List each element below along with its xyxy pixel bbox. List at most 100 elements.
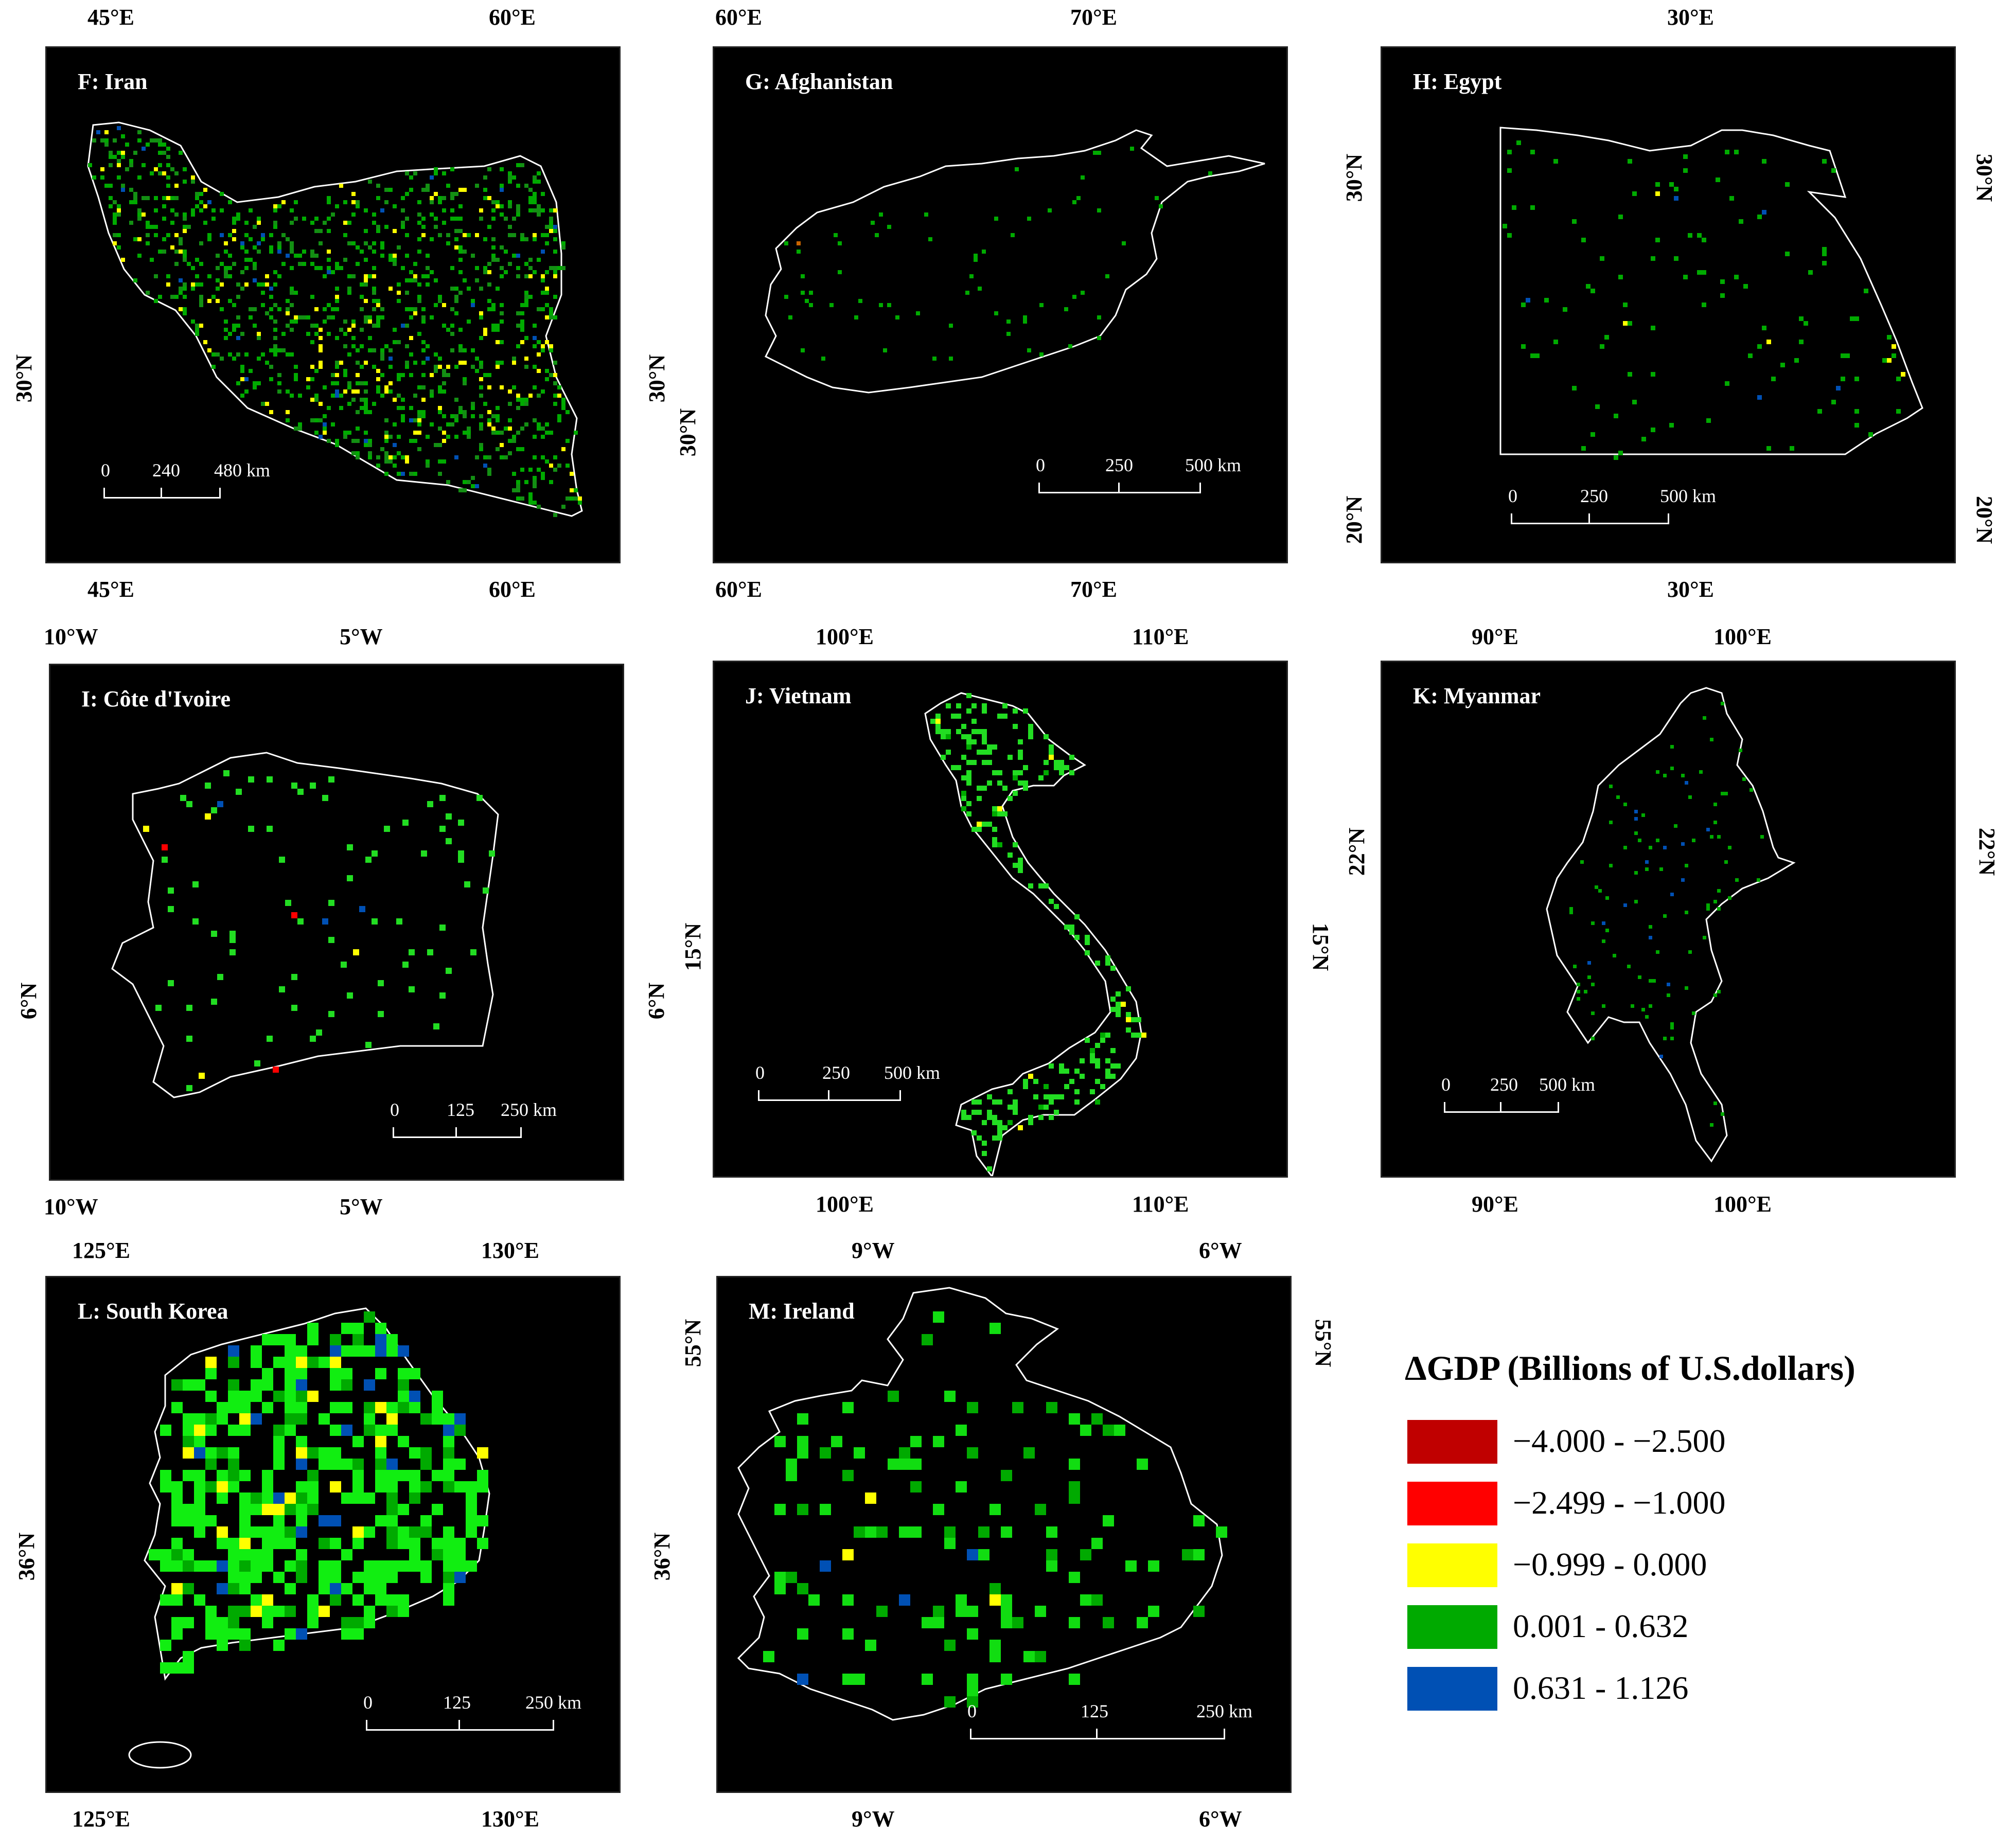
raster-cell — [398, 1606, 409, 1617]
raster-cell — [524, 398, 528, 402]
raster-cell — [1110, 1074, 1116, 1079]
raster-cell — [217, 1628, 228, 1640]
raster-cell — [520, 233, 524, 237]
raster-cell — [291, 912, 297, 918]
raster-cell — [183, 1583, 194, 1594]
raster-cell — [285, 1345, 296, 1357]
raster-cell — [1799, 340, 1804, 344]
raster-cell — [565, 439, 570, 443]
raster-cell — [1590, 289, 1595, 293]
raster-cell — [537, 340, 541, 344]
raster-cell — [166, 163, 170, 167]
raster-cell — [323, 307, 327, 311]
raster-cell — [479, 394, 483, 398]
raster-cell — [977, 786, 982, 791]
raster-cell — [528, 501, 533, 505]
raster-cell — [277, 348, 281, 352]
raster-cell — [364, 1345, 375, 1357]
raster-cell — [1692, 839, 1695, 842]
raster-cell — [273, 328, 277, 332]
raster-cell — [273, 221, 277, 225]
raster-cell — [330, 1583, 341, 1594]
raster-cell — [1054, 1110, 1059, 1115]
raster-cell — [421, 410, 426, 414]
raster-cell — [899, 1526, 910, 1538]
raster-cell — [987, 744, 992, 750]
raster-cell — [397, 394, 401, 398]
raster-cell — [1046, 1526, 1057, 1538]
raster-cell — [205, 1515, 217, 1526]
raster-cell — [352, 1617, 364, 1628]
raster-cell — [199, 262, 203, 266]
raster-cell — [323, 414, 327, 418]
raster-cell — [1553, 159, 1558, 164]
raster-cell — [524, 365, 528, 369]
raster-cell — [1126, 986, 1131, 991]
raster-cell — [516, 406, 520, 410]
raster-cell — [386, 1515, 398, 1526]
raster-cell — [454, 287, 458, 291]
raster-cell — [944, 1526, 956, 1538]
raster-cell — [1059, 765, 1064, 770]
raster-cell — [207, 233, 211, 237]
raster-cell — [834, 233, 838, 237]
raster-cell — [236, 789, 242, 795]
raster-cell — [265, 402, 269, 406]
raster-cell — [1785, 252, 1790, 256]
tick-label: 60°E — [489, 577, 536, 602]
raster-cell — [553, 229, 557, 233]
raster-cell — [1074, 1069, 1080, 1074]
raster-cell — [183, 1549, 194, 1560]
raster-cell — [520, 303, 524, 307]
raster-cell — [1193, 1515, 1205, 1526]
raster-cell — [426, 344, 430, 348]
raster-cell — [251, 1606, 262, 1617]
raster-cell — [971, 1099, 977, 1105]
raster-cell — [1013, 770, 1018, 775]
raster-cell — [356, 348, 360, 352]
raster-cell — [409, 336, 413, 340]
raster-cell — [974, 258, 978, 262]
raster-cell — [330, 1515, 341, 1526]
raster-cell — [471, 406, 475, 410]
raster-cell — [174, 212, 179, 217]
raster-cell — [541, 233, 545, 237]
raster-cell — [500, 361, 504, 365]
raster-cell — [402, 962, 409, 968]
raster-cell — [533, 435, 537, 439]
raster-cell — [319, 266, 323, 270]
raster-cell — [974, 254, 978, 258]
raster-cell — [1002, 811, 1008, 816]
raster-cell — [359, 906, 365, 912]
raster-cell — [561, 447, 565, 451]
raster-cell — [549, 221, 553, 225]
raster-cell — [402, 820, 409, 826]
raster-cell — [203, 340, 207, 344]
raster-cell — [388, 254, 393, 258]
raster-cell — [398, 1391, 409, 1402]
raster-cell — [286, 410, 290, 414]
raster-cell — [409, 373, 413, 377]
raster-cell — [1669, 423, 1674, 428]
raster-cell — [549, 311, 553, 315]
raster-cell — [341, 1459, 352, 1470]
raster-cell — [319, 365, 323, 369]
raster-cell — [477, 1470, 488, 1481]
raster-cell — [420, 1572, 432, 1583]
raster-cell — [351, 319, 356, 324]
raster-cell — [438, 410, 442, 414]
raster-cell — [1114, 1425, 1125, 1436]
raster-cell — [528, 492, 533, 496]
raster-cell — [409, 1481, 420, 1492]
raster-cell — [417, 385, 421, 389]
raster-cell — [951, 765, 956, 770]
raster-cell — [977, 1135, 982, 1141]
tick-label: 100°E — [816, 1192, 874, 1217]
raster-cell — [528, 258, 533, 262]
raster-cell — [879, 212, 883, 217]
raster-cell — [302, 217, 306, 221]
raster-cell — [375, 1447, 386, 1459]
raster-cell — [1116, 1012, 1121, 1017]
raster-cell — [1757, 344, 1762, 349]
raster-cell — [150, 171, 154, 175]
